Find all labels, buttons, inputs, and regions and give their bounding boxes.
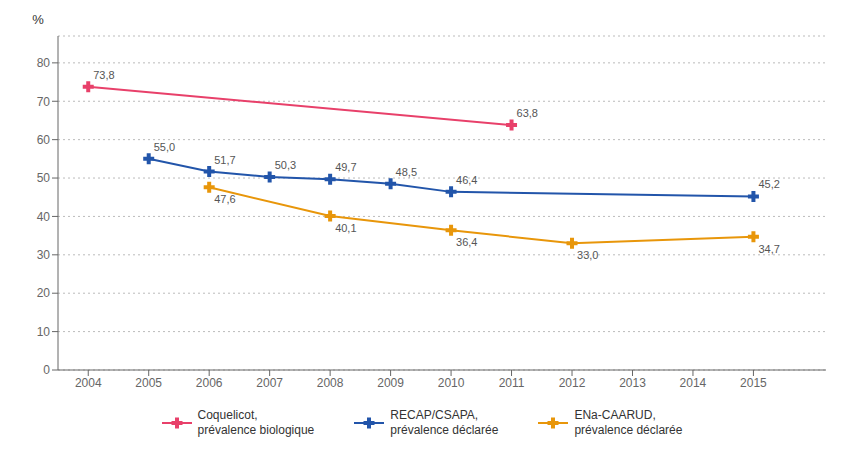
svg-text:34,7: 34,7 <box>758 243 779 255</box>
svg-text:2013: 2013 <box>619 376 646 390</box>
svg-text:50: 50 <box>37 171 51 185</box>
html-text:RECAP/CSAPA, prévalence déclar: RECAP/CSAPA, prévalence déclarée <box>390 408 499 437</box>
svg-text:2007: 2007 <box>256 376 283 390</box>
svg-text:46,4: 46,4 <box>456 174 477 186</box>
svg-text:2015: 2015 <box>740 376 767 390</box>
svg-text:10: 10 <box>37 325 51 339</box>
svg-text:63,8: 63,8 <box>517 107 538 119</box>
svg-text:2011: 2011 <box>499 376 525 390</box>
svg-text:49,7: 49,7 <box>335 161 356 173</box>
svg-text:48,5: 48,5 <box>396 166 417 178</box>
svg-text:%: % <box>32 12 44 27</box>
svg-text:36,4: 36,4 <box>456 236 477 248</box>
svg-text:51,7: 51,7 <box>214 154 235 166</box>
svg-text:2004: 2004 <box>75 376 102 390</box>
svg-text:2010: 2010 <box>438 376 465 390</box>
svg-text:33,0: 33,0 <box>577 249 598 261</box>
svg-text:2012: 2012 <box>559 376 586 390</box>
svg-text:2009: 2009 <box>377 376 404 390</box>
svg-text:70: 70 <box>37 95 51 109</box>
html-text:Coquelicot, prévalence biologi: Coquelicot, prévalence biologique <box>197 408 315 437</box>
svg-text:45,2: 45,2 <box>758 178 779 190</box>
svg-text:2014: 2014 <box>680 376 707 390</box>
svg-text:20: 20 <box>37 286 51 300</box>
svg-text:55,0: 55,0 <box>154 141 175 153</box>
svg-text:2005: 2005 <box>135 376 162 390</box>
svg-text:40: 40 <box>37 210 51 224</box>
svg-text:2008: 2008 <box>317 376 344 390</box>
svg-text:80: 80 <box>37 56 51 70</box>
svg-text:50,3: 50,3 <box>275 159 296 171</box>
svg-text:73,8: 73,8 <box>93 69 114 81</box>
svg-text:2006: 2006 <box>196 376 223 390</box>
svg-text:47,6: 47,6 <box>214 193 235 205</box>
svg-text:30: 30 <box>37 248 51 262</box>
svg-text:0: 0 <box>43 363 50 377</box>
svg-text:60: 60 <box>37 133 51 147</box>
svg-text:40,1: 40,1 <box>335 222 356 234</box>
html-text:ENa-CAARUD, prévalence déclaré: ENa-CAARUD, prévalence déclarée <box>574 408 683 437</box>
